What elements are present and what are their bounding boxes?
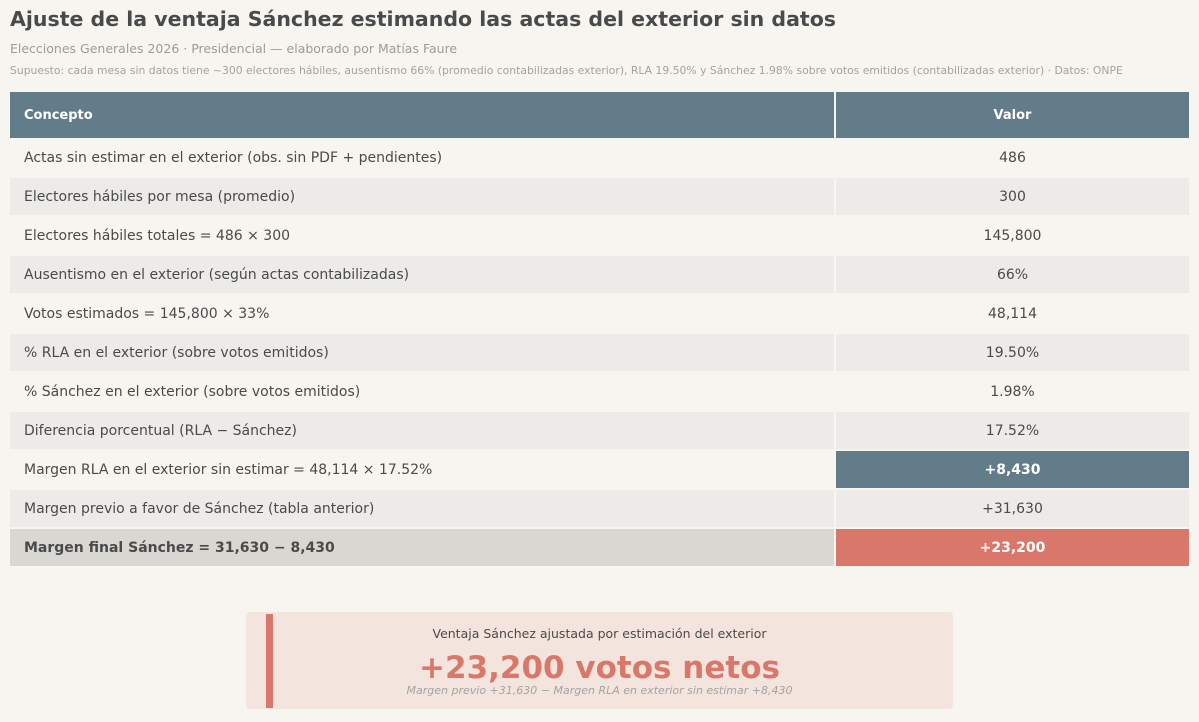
table-cell-valor: 1.98% (836, 373, 1189, 410)
table-row: Margen final Sánchez = 31,630 − 8,430 +23… (10, 529, 1189, 566)
table-cell-concepto: Margen RLA en el exterior sin estimar = … (10, 451, 834, 488)
assumption-note: Supuesto: cada mesa sin datos tiene ~300… (10, 64, 1123, 77)
table-cell-valor: 486 (836, 139, 1189, 176)
table-cell-valor: +8,430 (836, 451, 1189, 488)
callout-detail: Margen previo +31,630 − Margen RLA en ex… (406, 684, 793, 697)
table-cell-valor: 145,800 (836, 217, 1189, 254)
table-cell-concepto: Electores hábiles por mesa (promedio) (10, 178, 834, 215)
table-cell-concepto: Electores hábiles totales = 486 × 300 (10, 217, 834, 254)
table-cell-concepto: Actas sin estimar en el exterior (obs. s… (10, 139, 834, 176)
table-cell-valor: 66% (836, 256, 1189, 293)
table-cell-valor: 17.52% (836, 412, 1189, 449)
summary-callout: Ventaja Sánchez ajustada por estimación … (246, 612, 953, 709)
table-cell-valor: 19.50% (836, 334, 1189, 371)
table-row: Votos estimados = 145,800 × 33% 48,114 (10, 295, 1189, 332)
table-cell-valor: +31,630 (836, 490, 1189, 527)
callout-accent-bar (266, 614, 273, 708)
table-row: Electores hábiles totales = 486 × 300 145… (10, 217, 1189, 254)
table-row: Diferencia porcentual (RLA − Sánchez) 17.… (10, 412, 1189, 449)
table-cell-concepto: Diferencia porcentual (RLA − Sánchez) (10, 412, 834, 449)
table-row: Margen RLA en el exterior sin estimar = … (10, 451, 1189, 488)
column-header-valor: Valor (836, 92, 1189, 138)
table-cell-concepto: Ausentismo en el exterior (según actas c… (10, 256, 834, 293)
chart-title: Ajuste de la ventaja Sánchez estimando l… (10, 7, 837, 31)
table-row: Margen previo a favor de Sánchez (tabla … (10, 490, 1189, 527)
table-row: Actas sin estimar en el exterior (obs. s… (10, 139, 1189, 176)
callout-label: Ventaja Sánchez ajustada por estimación … (432, 626, 767, 641)
table-cell-concepto: Margen final Sánchez = 31,630 − 8,430 (10, 529, 834, 566)
table-cell-valor: 300 (836, 178, 1189, 215)
table-row: % Sánchez en el exterior (sobre votos em… (10, 373, 1189, 410)
table-row: Ausentismo en el exterior (según actas c… (10, 256, 1189, 293)
column-header-concepto: Concepto (10, 92, 834, 138)
chart-subtitle: Elecciones Generales 2026 · Presidencial… (10, 41, 458, 56)
data-table: Concepto Valor Actas sin estimar en el e… (10, 92, 1189, 568)
table-cell-valor: 48,114 (836, 295, 1189, 332)
table-row: % RLA en el exterior (sobre votos emitid… (10, 334, 1189, 371)
table-cell-concepto: % Sánchez en el exterior (sobre votos em… (10, 373, 834, 410)
table-cell-concepto: % RLA en el exterior (sobre votos emitid… (10, 334, 834, 371)
callout-headline: +23,200 votos netos (419, 650, 780, 686)
table-cell-concepto: Margen previo a favor de Sánchez (tabla … (10, 490, 834, 527)
table-cell-valor: +23,200 (836, 529, 1189, 566)
table-header-row: Concepto Valor (10, 92, 1189, 138)
table-row: Electores hábiles por mesa (promedio) 300 (10, 178, 1189, 215)
table-cell-concepto: Votos estimados = 145,800 × 33% (10, 295, 834, 332)
